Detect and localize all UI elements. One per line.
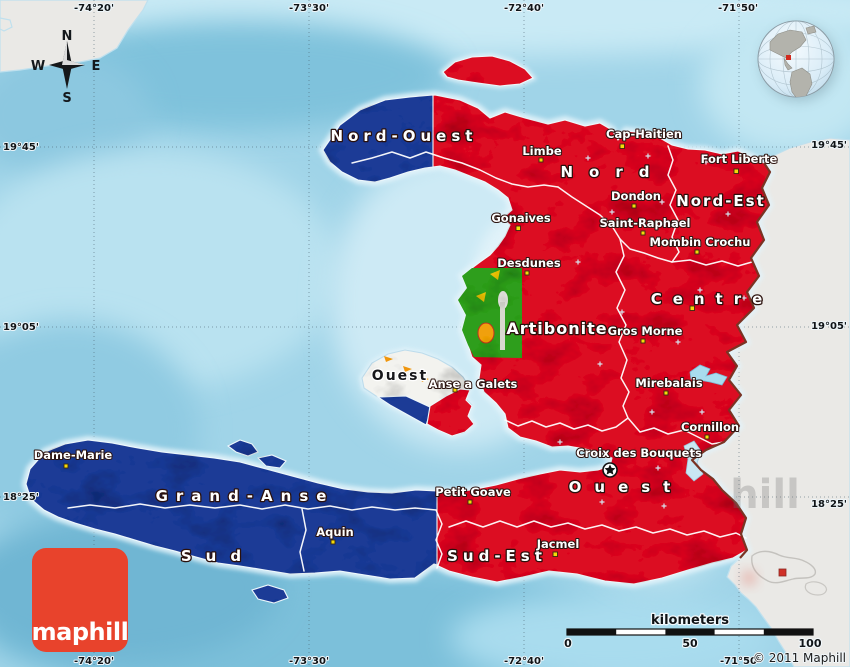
globe-location-marker <box>786 55 791 60</box>
ile-a-vache <box>251 584 289 604</box>
coord-right-1: 19°05' <box>811 321 847 332</box>
gonave-ornaments <box>384 356 429 382</box>
coord-right-2: 18°25' <box>811 499 847 510</box>
haiti-dr-border <box>690 162 772 559</box>
department-label-grand-anse: Grand-Anse <box>156 487 335 505</box>
department-label-ouest: Ouest <box>569 478 684 496</box>
gonave-blue <box>376 395 433 426</box>
compass-e-label: E <box>92 59 101 74</box>
globe-continents <box>769 25 817 97</box>
compass-w-label: W <box>31 59 45 74</box>
city-marker <box>704 434 710 440</box>
coord-top-3: -71°50' <box>718 3 758 14</box>
city-marker <box>452 387 458 393</box>
scale-tick-0: 0 <box>564 637 572 650</box>
department-label-nord-ouest: Nord-Ouest <box>331 127 478 145</box>
haiti-land <box>25 55 771 604</box>
department-label-nord-est: Nord-Est <box>676 192 766 210</box>
city-label-croix-des-bouquets: Croix des Bouquets <box>576 446 702 460</box>
city-marker <box>733 168 739 174</box>
city-marker <box>663 390 669 396</box>
scale-tick-50: 50 <box>682 637 698 650</box>
compass-s-label: S <box>62 91 71 106</box>
city-label-desdunes: Desdunes <box>497 256 561 270</box>
maphill-logo-text: maphill <box>32 618 129 646</box>
coord-top-2: -72°40' <box>504 3 544 14</box>
city-labels: Cap-Haitien Limbe Fort Liberte Dondon Sa… <box>33 126 779 552</box>
city-label-fort-liberte: Fort Liberte <box>701 152 778 166</box>
compass-n-label: N <box>62 29 73 44</box>
city-label-cap-haitien: Cap-Haitien <box>606 127 682 141</box>
coord-bottom-3: -71°50' <box>720 656 760 667</box>
city-marker <box>640 338 646 344</box>
city-label-gros-morne: Gros Morne <box>608 324 683 338</box>
city-marker <box>640 230 646 236</box>
coord-bottom-1: -73°30' <box>289 656 329 667</box>
lake-peligre <box>689 364 728 386</box>
capital-star-icon <box>602 462 618 478</box>
coord-top-1: -73°30' <box>289 3 329 14</box>
coord-right-0: 19°45' <box>811 140 847 151</box>
coord-left-0: 19°45' <box>3 142 39 153</box>
coat-of-arms-patch <box>458 268 522 358</box>
department-label-nord: Nord <box>561 163 666 181</box>
hispaniola-sketch <box>742 550 828 596</box>
coord-left-1: 19°05' <box>3 322 39 333</box>
cuba-islet <box>0 17 13 32</box>
cuba-landmass <box>0 0 149 73</box>
northwest-blue <box>322 94 434 183</box>
city-marker <box>694 249 700 255</box>
city-marker <box>538 157 544 163</box>
department-label-ouest-gonave: Ouest <box>372 368 428 384</box>
department-label-artibonite: Artibonite <box>506 319 607 338</box>
city-label-aquin: Aquin <box>316 525 353 539</box>
city-label-mombin-crochu: Mombin Crochu <box>650 235 751 249</box>
city-marker <box>552 551 558 557</box>
gonave-red <box>426 388 475 437</box>
city-label-saint-raphael: Saint-Raphael <box>600 216 691 230</box>
coord-bottom-2: -72°40' <box>504 656 544 667</box>
city-markers <box>63 143 739 557</box>
department-labels: Nord-Ouest Nord Nord-Est Artibonite Cent… <box>154 126 774 567</box>
compass-rose-icon: N E S W <box>31 29 101 106</box>
department-borders <box>67 145 753 572</box>
cayemites-island <box>226 439 259 457</box>
city-label-petit-goave: Petit Goave <box>435 485 511 499</box>
city-label-cornillon: Cornillon <box>681 420 739 434</box>
city-label-jacmel: Jacmel <box>536 537 580 551</box>
department-label-centre: Centre <box>651 290 774 308</box>
city-label-anse-a-galets: Anse a Galets <box>429 377 518 391</box>
city-marker <box>515 225 521 231</box>
city-marker <box>330 539 336 545</box>
maphill-logo[interactable]: maphill <box>32 548 129 652</box>
globe-locator <box>757 20 837 101</box>
copyright-notice: © 2011 Maphill <box>753 651 846 665</box>
graticule-crosses <box>557 153 747 509</box>
scale-unit-label: kilometers <box>651 613 729 628</box>
coord-left-2: 18°25' <box>3 492 39 503</box>
city-marker <box>689 305 695 311</box>
department-label-sud-est: Sud-Est <box>447 547 547 565</box>
city-marker <box>524 270 530 276</box>
scale-tick-100: 100 <box>799 637 822 650</box>
city-label-mirebalais: Mirebalais <box>635 376 702 390</box>
coord-bottom-0: -74°20' <box>74 656 114 667</box>
cayemites-island-2 <box>256 454 287 469</box>
department-label-sud: Sud <box>181 547 255 565</box>
city-marker <box>631 203 637 209</box>
city-label-dame-marie: Dame-Marie <box>34 448 113 462</box>
city-label-dondon: Dondon <box>611 189 661 203</box>
tortue-island <box>442 55 534 87</box>
scale-bar: kilometers 0 50 100 <box>563 612 823 651</box>
coord-top-0: -74°20' <box>74 3 114 14</box>
city-marker <box>467 499 473 505</box>
city-marker <box>619 143 625 149</box>
maphill-watermark: hill <box>730 472 800 518</box>
city-marker <box>63 463 69 469</box>
city-label-limbe: Limbe <box>522 144 561 158</box>
city-label-gonaives: Gonaives <box>491 211 551 225</box>
